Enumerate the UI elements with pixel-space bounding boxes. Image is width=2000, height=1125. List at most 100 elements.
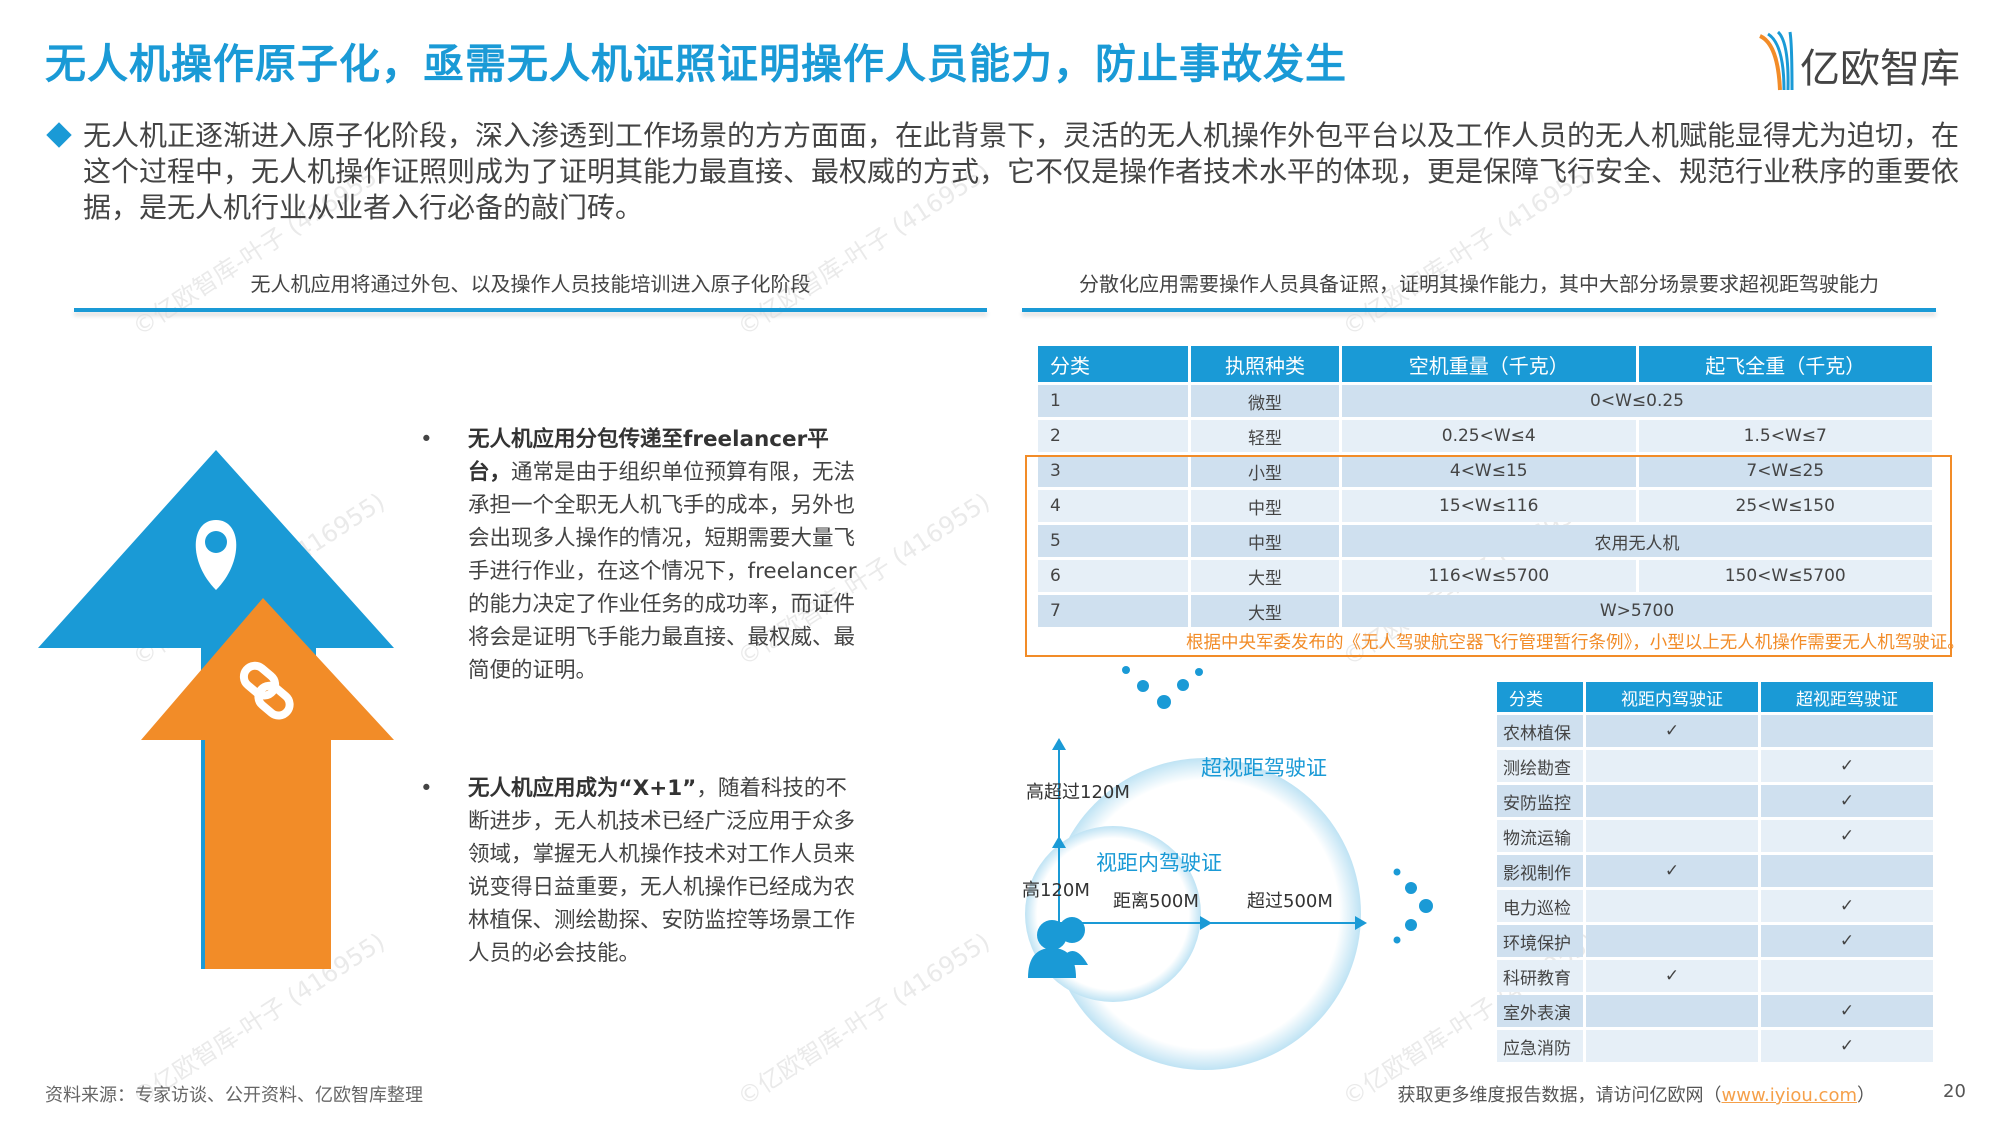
table-cell: 1 [1038, 385, 1188, 417]
bullet-bold: 无人机应用成为“X+1” [468, 776, 697, 801]
table-row: 应急消防 ✓ [1497, 1030, 1933, 1062]
table-cell: 0<W≤0.25 [1342, 385, 1932, 417]
decorative-dots [1122, 666, 1433, 944]
check-icon: ✓ [1761, 1030, 1933, 1062]
table-row: 2 轻型 0.25<W≤4 1.5<W≤7 [1038, 420, 1932, 452]
check-icon: ✓ [1761, 820, 1933, 852]
check-icon: ✓ [1761, 925, 1933, 957]
right-heading-divider [1022, 308, 1936, 312]
table-cell: 116<W≤5700 [1342, 560, 1636, 592]
bullet-freelancer: • 无人机应用分包传递至freelancer平台，通常是由于组织单位预算有限，无法… [420, 423, 860, 687]
logo-text: 亿欧智库 [1800, 46, 1960, 92]
bullet-text: 通常是由于组织单位预算有限，无法承担一个全职无人机飞手的成本，另外也会出现多人操… [468, 460, 857, 683]
empty-cell [1761, 960, 1933, 992]
check-icon: ✓ [1761, 890, 1933, 922]
link-chain-icon [239, 661, 294, 720]
table-header-cell: 执照种类 [1191, 346, 1339, 382]
table-header-cell: 空机重量（千克） [1342, 346, 1636, 382]
right-section-heading: 分散化应用需要操作人员具备证照，证明其操作能力，其中大部分场景要求超视距驾驶能力 [1079, 272, 1879, 296]
table-cell: 中型 [1191, 490, 1339, 522]
table-row: 农林植保 ✓ [1497, 715, 1933, 747]
table-row: 科研教育 ✓ [1497, 960, 1933, 992]
table-cell: 7<W≤25 [1638, 455, 1932, 487]
scenario-cell: 电力巡检 [1497, 890, 1583, 922]
page-number: 20 [1943, 1081, 1966, 1102]
table-cell: 中型 [1191, 525, 1339, 557]
scenario-cell: 物流运输 [1497, 820, 1583, 852]
highlight-box [1025, 455, 1952, 657]
table-header-cell: 起飞全重（千克） [1638, 346, 1932, 382]
bullet-text: ，随着科技的不断进步，无人机技术已经广泛应用于众多领域，掌握无人机操作技术对工作… [468, 776, 856, 966]
check-icon: ✓ [1761, 785, 1933, 817]
table-cell: 6 [1038, 560, 1188, 592]
empty-cell [1586, 785, 1758, 817]
table-header-cell: 超视距驾驶证 [1761, 682, 1933, 712]
bullet-bold: 无人机应用分包传递至freelancer平台， [468, 427, 829, 485]
check-icon: ✓ [1761, 750, 1933, 782]
table-row: 3 小型 4<W≤15 7<W≤25 [1038, 455, 1932, 487]
table-cell: W>5700 [1342, 595, 1932, 627]
table-cell: 轻型 [1191, 420, 1339, 452]
table-row: 4 中型 15<W≤116 25<W≤150 [1038, 490, 1932, 522]
table-cell: 大型 [1191, 560, 1339, 592]
table-cell: 15<W≤116 [1342, 490, 1636, 522]
arrow-head-far [1355, 916, 1367, 930]
table-cell: 微型 [1191, 385, 1339, 417]
intro-paragraph: 无人机正逐渐进入原子化阶段，深入渗透到工作场景的方方面面，在此背景下，灵活的无人… [46, 118, 1965, 226]
orange-arrow [141, 598, 394, 969]
license-weight-table: 分类 执照种类 空机重量（千克） 起飞全重（千克） 1 微型 0<W≤0.25 2 轻型 0.25… [1035, 343, 1935, 630]
table-row: 物流运输 ✓ [1497, 820, 1933, 852]
distance-near-label: 距离500M [1113, 891, 1199, 912]
table-row: 5 中型 农用无人机 [1038, 525, 1932, 557]
more-prefix: 获取更多维度报告数据，请访问亿欧网（ [1397, 1085, 1722, 1106]
iyiou-link[interactable]: www.iyiou.com [1721, 1085, 1857, 1106]
check-icon: ✓ [1586, 960, 1758, 992]
check-icon: ✓ [1586, 715, 1758, 747]
table-row: 影视制作 ✓ [1497, 855, 1933, 887]
check-icon: ✓ [1761, 995, 1933, 1027]
page-title: 无人机操作原子化，亟需无人机证照证明操作人员能力，防止事故发生 [45, 40, 1347, 88]
scenario-cell: 科研教育 [1497, 960, 1583, 992]
source-note: 资料来源：专家访谈、公开资料、亿欧智库整理 [45, 1085, 423, 1106]
table-row: 6 大型 116<W≤5700 150<W≤5700 [1038, 560, 1932, 592]
table-row: 电力巡检 ✓ [1497, 890, 1933, 922]
arrows-graphic [38, 450, 394, 969]
location-pin-icon [195, 520, 237, 590]
table-row: 1 微型 0<W≤0.25 [1038, 385, 1932, 417]
table-header-row: 分类 执照种类 空机重量（千克） 起飞全重（千克） [1038, 346, 1932, 382]
regulation-note: 根据中央军委发布的《无人驾驶航空器飞行管理暂行条例》，小型以上无人机操作需要无人… [1186, 633, 1965, 653]
scenario-cell: 环境保护 [1497, 925, 1583, 957]
more-info: 获取更多维度报告数据，请访问亿欧网（www.iyiou.com） [1398, 1081, 1875, 1107]
more-suffix: ） [1857, 1085, 1875, 1106]
empty-cell [1586, 820, 1758, 852]
height-high-label: 高超过120M [1026, 782, 1130, 803]
table-cell: 2 [1038, 420, 1188, 452]
empty-cell [1586, 1030, 1758, 1062]
scenario-cell: 农林植保 [1497, 715, 1583, 747]
check-icon: ✓ [1586, 855, 1758, 887]
empty-cell [1586, 890, 1758, 922]
scenario-cell: 应急消防 [1497, 1030, 1583, 1062]
left-heading-divider [74, 308, 987, 312]
table-header-row: 分类 视距内驾驶证 超视距驾驶证 [1497, 682, 1933, 712]
table-row: 环境保护 ✓ [1497, 925, 1933, 957]
table-row: 安防监控 ✓ [1497, 785, 1933, 817]
scenario-cell: 室外表演 [1497, 995, 1583, 1027]
table-cell: 7 [1038, 595, 1188, 627]
visual-range-label: 视距内驾驶证 [1096, 851, 1222, 875]
empty-cell [1586, 925, 1758, 957]
bullet-dot: • [420, 776, 433, 801]
diamond-bullet-icon [46, 122, 72, 148]
table-row: 室外表演 ✓ [1497, 995, 1933, 1027]
user-group-icon [1028, 917, 1088, 978]
scenario-cell: 影视制作 [1497, 855, 1583, 887]
scenario-license-table: 分类 视距内驾驶证 超视距驾驶证 农林植保 ✓ 测绘勘查 ✓ 安防监控 ✓ 物流运输 ✓ 影视制作 ✓ 电… [1494, 679, 1936, 1065]
table-cell: 25<W≤150 [1638, 490, 1932, 522]
empty-cell [1586, 995, 1758, 1027]
table-cell: 150<W≤5700 [1638, 560, 1932, 592]
table-header-cell: 分类 [1497, 682, 1583, 712]
table-header-cell: 分类 [1038, 346, 1188, 382]
table-cell: 小型 [1191, 455, 1339, 487]
left-section-heading: 无人机应用将通过外包、以及操作人员技能培训进入原子化阶段 [250, 272, 811, 296]
table-cell: 大型 [1191, 595, 1339, 627]
